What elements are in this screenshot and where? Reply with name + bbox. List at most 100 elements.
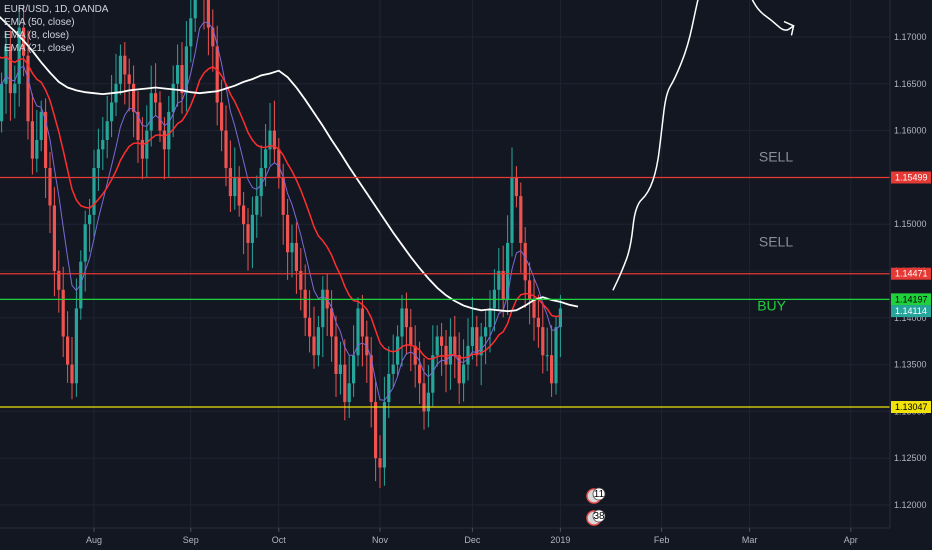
event-badge-count: 38 xyxy=(593,511,605,522)
candle-body xyxy=(61,289,65,337)
candle-body xyxy=(101,139,105,150)
candle-body xyxy=(242,205,246,225)
candle-body xyxy=(506,242,510,300)
candle-body xyxy=(206,0,210,28)
candle-body xyxy=(281,177,285,215)
candle-body xyxy=(70,364,74,384)
candle-body xyxy=(343,364,347,403)
candle-body xyxy=(338,364,342,374)
candle-body xyxy=(536,317,540,328)
annotation-sell[interactable]: SELL xyxy=(759,234,793,250)
candle-body xyxy=(123,55,127,75)
last-price-label: 1.14114 xyxy=(895,306,927,316)
candle-body xyxy=(154,93,158,103)
time-tick-label: Feb xyxy=(654,535,670,545)
candle-body xyxy=(356,308,360,356)
candle-body xyxy=(418,364,422,384)
candle-body xyxy=(400,308,404,337)
forecast-drawing[interactable] xyxy=(612,0,795,291)
level-price-label-bg xyxy=(891,267,931,280)
candle-body xyxy=(484,327,488,337)
candle-body xyxy=(44,111,48,169)
price-tick-label: 1.15000 xyxy=(894,219,927,229)
candle-body xyxy=(4,46,8,84)
candle-body xyxy=(171,83,175,112)
time-axis[interactable]: AugSepOctNovDec2019FebMarAprMay xyxy=(0,527,932,545)
candle-body xyxy=(369,355,373,403)
time-tick-label: Dec xyxy=(464,535,481,545)
candle-body xyxy=(132,83,136,112)
annotations[interactable]: SELLSELLSELLBUY xyxy=(757,0,793,313)
time-tick-label: Apr xyxy=(844,535,858,545)
candle-body xyxy=(541,327,545,356)
candle-body xyxy=(140,139,144,159)
candle-body xyxy=(448,336,452,365)
event-badge-count-bubble[interactable] xyxy=(592,487,606,501)
event-badges[interactable]: 11 38 xyxy=(586,487,606,526)
candle-body xyxy=(497,271,501,290)
price-tick-label: 1.16500 xyxy=(894,79,927,89)
price-axis[interactable]: 1.120001.125001.130001.135001.140001.145… xyxy=(889,0,932,550)
candle-body xyxy=(426,392,430,412)
candle-body xyxy=(136,111,140,140)
level-price-label-bg xyxy=(891,401,931,414)
candle-body xyxy=(48,168,52,206)
price-tick-label: 1.17000 xyxy=(894,32,927,42)
candle-body xyxy=(360,308,364,337)
level-price-label: 1.14197 xyxy=(895,294,928,304)
candle-body xyxy=(523,242,527,281)
price-tick-label: 1.14000 xyxy=(894,313,927,323)
time-tick-label: Mar xyxy=(742,535,758,545)
candle-body xyxy=(470,327,474,346)
candle-body xyxy=(514,177,518,197)
candle-body xyxy=(224,130,228,169)
ema-8-line xyxy=(0,21,561,401)
candle-body xyxy=(180,65,184,94)
candle-body xyxy=(457,355,461,384)
price-tick-label: 1.16000 xyxy=(894,126,927,136)
candle-body xyxy=(286,214,290,253)
candle-body xyxy=(0,83,4,122)
price-tick-label: 1.13500 xyxy=(894,360,927,370)
candle-body xyxy=(105,121,109,140)
time-tick-label: 2019 xyxy=(550,535,570,545)
candle-body xyxy=(246,224,250,243)
candle-body xyxy=(404,308,408,328)
candle-body xyxy=(237,177,241,206)
forecast-arrowhead[interactable] xyxy=(783,21,795,36)
indicator-ema50-label[interactable]: EMA (50, close) xyxy=(4,17,75,28)
candle-body xyxy=(264,149,268,169)
time-tick-label: Sep xyxy=(183,535,199,545)
candle-body xyxy=(519,196,523,243)
candle-body xyxy=(330,308,334,337)
indicator-ema21-label[interactable]: EMA (21, close) xyxy=(4,43,75,54)
level-price-label-bg xyxy=(891,293,931,306)
candle-body xyxy=(57,271,61,290)
annotation-buy[interactable]: BUY xyxy=(757,297,786,313)
candle-body xyxy=(13,83,17,94)
candle-body xyxy=(149,93,153,131)
candle-body xyxy=(466,345,470,365)
symbol-title: EUR/USD, 1D, OANDA xyxy=(4,4,109,15)
candle-body xyxy=(453,336,457,356)
candle-body xyxy=(189,18,193,47)
candle-body xyxy=(277,149,281,178)
candle-body xyxy=(431,355,435,393)
indicator-ema8-label[interactable]: EMA (8, close) xyxy=(4,30,70,41)
event-badge-count: 11 xyxy=(594,489,605,500)
level-price-label: 1.13047 xyxy=(895,402,928,412)
forecast-path[interactable] xyxy=(612,0,795,291)
candle-body xyxy=(88,214,92,225)
candle-body xyxy=(118,55,122,84)
event-badge-count-bubble[interactable] xyxy=(592,509,606,523)
candle-body xyxy=(312,336,316,356)
candle-body xyxy=(35,139,39,159)
time-tick-label: Aug xyxy=(86,535,102,545)
candle-body xyxy=(308,317,312,337)
annotation-sell[interactable]: SELL xyxy=(759,148,793,164)
candle-body xyxy=(290,242,294,253)
horizontal-levels[interactable] xyxy=(0,0,890,408)
